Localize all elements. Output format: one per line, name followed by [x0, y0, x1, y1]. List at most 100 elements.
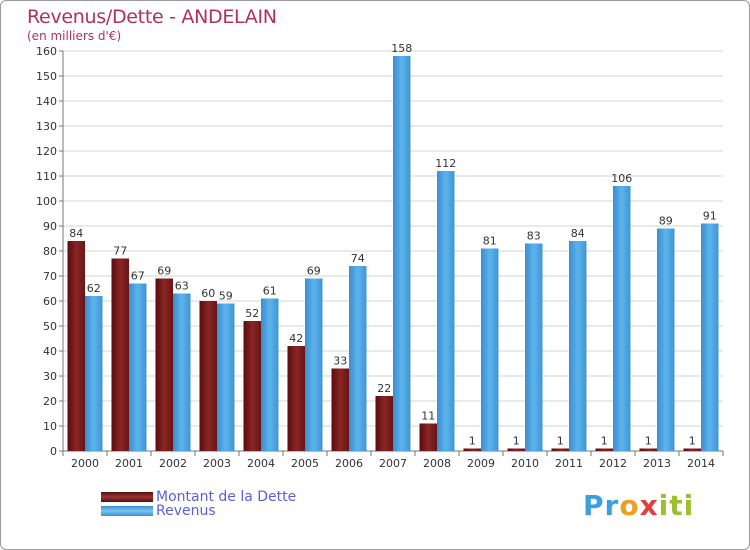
- bar-dette: [243, 321, 261, 451]
- value-label-dette: 60: [201, 287, 215, 300]
- value-label-revenus: 84: [571, 227, 585, 240]
- bar-dette: [375, 396, 393, 451]
- x-tick-label: 2013: [643, 457, 671, 470]
- bar-dette: [463, 448, 481, 451]
- bar-revenus: [657, 228, 675, 451]
- bar-dette: [111, 258, 129, 451]
- bar-revenus: [305, 278, 323, 451]
- y-tick-label: 70: [43, 270, 57, 283]
- value-label-revenus: 67: [131, 270, 145, 283]
- value-label-revenus: 81: [483, 235, 497, 248]
- value-label-dette: 1: [469, 435, 476, 448]
- x-tick-label: 2001: [115, 457, 143, 470]
- legend-label-dette: Montant de la Dette: [156, 489, 297, 505]
- y-tick-label: 100: [36, 195, 57, 208]
- x-tick-label: 2014: [687, 457, 715, 470]
- bar-dette: [639, 448, 657, 451]
- x-tick-label: 2010: [511, 457, 539, 470]
- x-tick-label: 2009: [467, 457, 495, 470]
- value-label-dette: 1: [557, 435, 564, 448]
- x-tick-label: 2006: [335, 457, 363, 470]
- x-tick-label: 2005: [291, 457, 319, 470]
- y-tick-label: 120: [36, 145, 57, 158]
- value-label-dette: 11: [421, 410, 435, 423]
- bar-dette: [419, 423, 437, 451]
- value-label-revenus: 69: [307, 265, 321, 278]
- bars-layer: [67, 56, 719, 451]
- bar-revenus: [525, 243, 543, 451]
- y-tick-label: 90: [43, 220, 57, 233]
- value-label-revenus: 63: [175, 280, 189, 293]
- value-label-revenus: 158: [391, 42, 412, 55]
- value-label-revenus: 59: [219, 290, 233, 303]
- x-tick-label: 2004: [247, 457, 275, 470]
- proxiti-logo: Proxiti: [583, 489, 695, 522]
- value-label-dette: 1: [601, 435, 608, 448]
- bar-revenus: [481, 248, 499, 451]
- y-tick-label: 140: [36, 95, 57, 108]
- legend-swatch-revenus: [101, 506, 153, 516]
- x-tick-label: 2011: [555, 457, 583, 470]
- bar-revenus: [437, 171, 455, 451]
- value-label-revenus: 74: [351, 252, 365, 265]
- y-tick-label: 30: [43, 370, 57, 383]
- bar-dette: [155, 278, 173, 451]
- bar-revenus: [701, 223, 719, 451]
- x-tick-label: 2002: [159, 457, 187, 470]
- bar-revenus: [569, 241, 587, 451]
- value-label-dette: 69: [157, 265, 171, 278]
- y-tick-label: 160: [36, 45, 57, 58]
- legend-swatch-dette: [101, 492, 153, 502]
- bar-revenus: [349, 266, 367, 451]
- bar-dette: [67, 241, 85, 451]
- bar-revenus: [173, 293, 191, 451]
- y-tick-label: 0: [50, 445, 57, 458]
- bar-revenus: [217, 303, 235, 451]
- value-label-dette: 1: [645, 435, 652, 448]
- y-tick-label: 80: [43, 245, 57, 258]
- legend-item-revenus: Revenus: [101, 503, 216, 519]
- bar-revenus: [85, 296, 103, 451]
- bar-dette: [595, 448, 613, 451]
- bar-revenus: [613, 186, 631, 451]
- value-label-revenus: 112: [435, 157, 456, 170]
- value-label-dette: 77: [113, 245, 127, 258]
- value-label-revenus: 106: [611, 172, 632, 185]
- value-label-dette: 33: [333, 355, 347, 368]
- legend-item-dette: Montant de la Dette: [101, 489, 296, 505]
- y-tick-label: 10: [43, 420, 57, 433]
- x-tick-label: 2003: [203, 457, 231, 470]
- value-label-revenus: 83: [527, 230, 541, 243]
- labels-layer: 0102030405060708090100110120130140150160…: [36, 42, 717, 470]
- value-label-dette: 1: [513, 435, 520, 448]
- value-label-dette: 22: [377, 382, 391, 395]
- bar-dette: [287, 346, 305, 451]
- y-tick-label: 110: [36, 170, 57, 183]
- y-tick-label: 150: [36, 70, 57, 83]
- value-label-revenus: 61: [263, 285, 277, 298]
- value-label-revenus: 89: [659, 215, 673, 228]
- x-tick-label: 2007: [379, 457, 407, 470]
- bar-revenus: [261, 298, 279, 451]
- bar-dette: [683, 448, 701, 451]
- x-tick-label: 2012: [599, 457, 627, 470]
- value-label-dette: 1: [689, 435, 696, 448]
- chart-subtitle: (en milliers d'€): [27, 29, 122, 43]
- value-label-revenus: 62: [87, 282, 101, 295]
- value-label-revenus: 91: [703, 210, 717, 223]
- bar-dette: [551, 448, 569, 451]
- x-tick-label: 2008: [423, 457, 451, 470]
- bar-dette: [507, 448, 525, 451]
- y-tick-label: 60: [43, 295, 57, 308]
- value-label-dette: 84: [69, 227, 83, 240]
- bar-dette: [199, 301, 217, 451]
- y-tick-label: 40: [43, 345, 57, 358]
- bar-dette: [331, 368, 349, 451]
- y-tick-label: 130: [36, 120, 57, 133]
- y-tick-label: 50: [43, 320, 57, 333]
- y-tick-label: 20: [43, 395, 57, 408]
- value-label-dette: 42: [289, 332, 303, 345]
- chart-title: Revenus/Dette - ANDELAIN: [27, 6, 277, 28]
